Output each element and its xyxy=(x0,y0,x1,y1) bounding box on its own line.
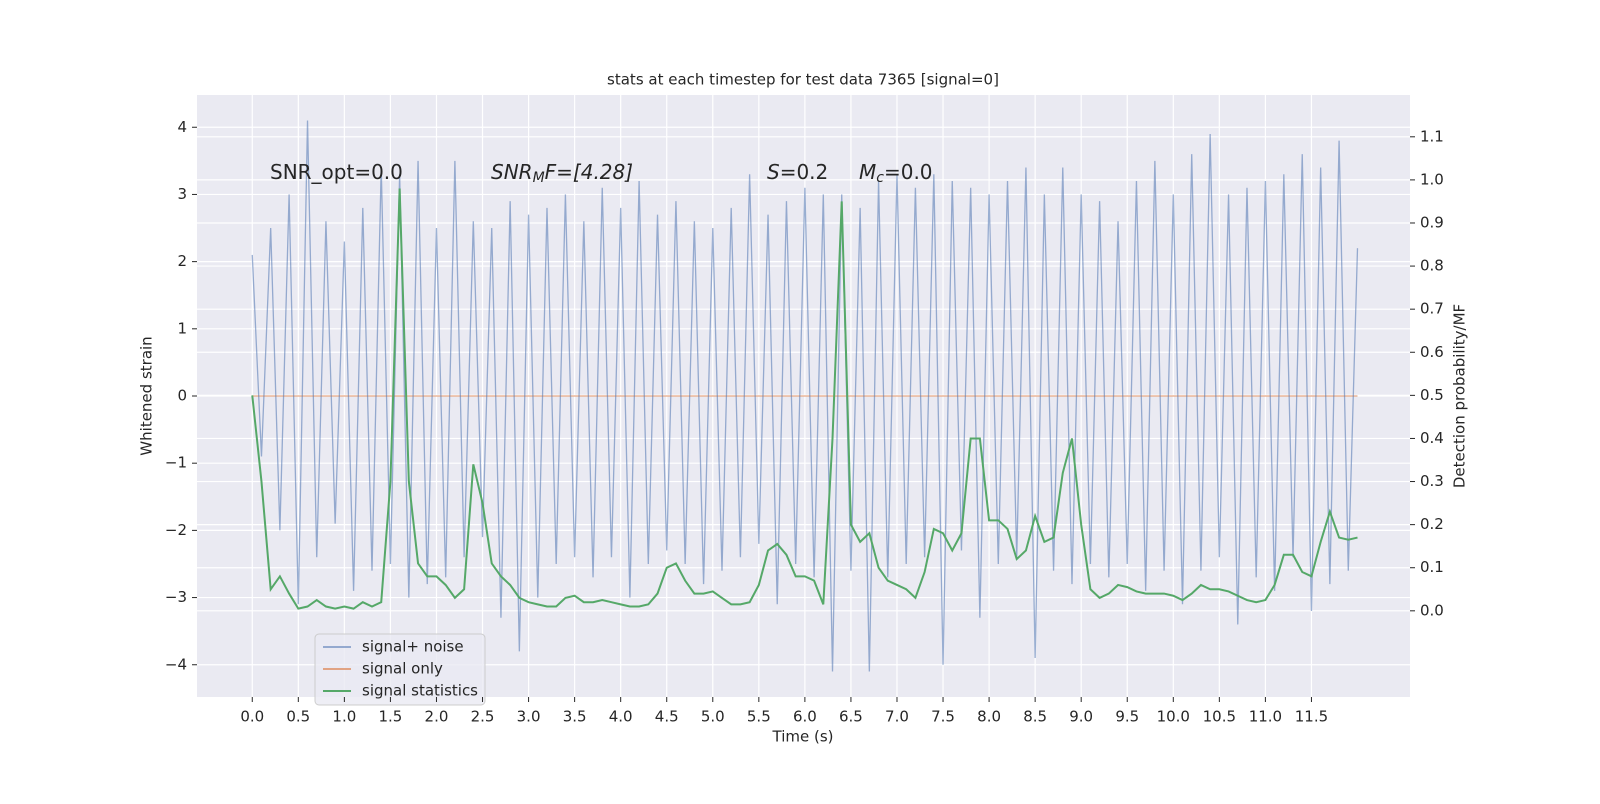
y2-tick-label: 0.9 xyxy=(1420,213,1444,231)
y-tick-label: 0 xyxy=(177,387,187,405)
series-line xyxy=(251,120,1359,672)
y2-tick-label: 0.5 xyxy=(1420,386,1444,404)
x-tick-label: 9.0 xyxy=(1069,708,1093,726)
x-tick-label: 6.5 xyxy=(839,708,863,726)
x-tick-label: 1.5 xyxy=(378,708,402,726)
y-tick-label: 1 xyxy=(177,319,187,337)
x-tick-label: 7.5 xyxy=(931,708,955,726)
x-tick-label: 5.5 xyxy=(747,708,771,726)
y2-tick-label: 0.4 xyxy=(1420,429,1444,447)
y-tick-label: 2 xyxy=(177,252,187,270)
y2-tick-label: 0.2 xyxy=(1420,515,1444,533)
x-tick-label: 5.0 xyxy=(701,708,725,726)
x-tick-label: 3.5 xyxy=(563,708,587,726)
y-tick-label: −4 xyxy=(165,655,187,673)
y2-tick-label: 0.3 xyxy=(1420,472,1444,490)
y2-tick-label: 0.0 xyxy=(1420,601,1444,619)
legend-label: signal only xyxy=(362,660,443,678)
x-axis-label: Time (s) xyxy=(772,728,834,746)
x-tick-label: 0.0 xyxy=(240,708,264,726)
x-tick-label: 8.5 xyxy=(1023,708,1047,726)
y-tick-label: −2 xyxy=(165,521,187,539)
x-tick-label: 3.0 xyxy=(517,708,541,726)
x-tick-label: 2.0 xyxy=(425,708,449,726)
annotation: SNR_opt=0.0 xyxy=(270,160,403,184)
x-tick-label: 4.5 xyxy=(655,708,679,726)
annotation: Mc=0.0 xyxy=(859,160,933,187)
x-tick-label: 2.5 xyxy=(471,708,495,726)
y2-tick-label: 1.0 xyxy=(1420,170,1444,188)
y-tick-label: 3 xyxy=(177,185,187,203)
x-tick-label: 6.0 xyxy=(793,708,817,726)
y2-tick-label: 0.7 xyxy=(1420,300,1444,318)
y2-tick-label: 0.6 xyxy=(1420,343,1444,361)
y2-tick-label: 1.1 xyxy=(1420,127,1444,145)
legend-label: signal statistics xyxy=(362,682,478,700)
x-tick-label: 1.0 xyxy=(332,708,356,726)
chart-title: stats at each timestep for test data 736… xyxy=(607,71,999,89)
x-tick-label: 10.0 xyxy=(1157,708,1190,726)
x-tick-label: 11.0 xyxy=(1249,708,1282,726)
x-tick-label: 10.5 xyxy=(1203,708,1236,726)
legend-box xyxy=(314,633,486,706)
y2-tick-label: 0.1 xyxy=(1420,558,1444,576)
x-tick-label: 7.0 xyxy=(885,708,909,726)
y2-tick-label: 0.8 xyxy=(1420,257,1444,275)
y-tick-label: −1 xyxy=(165,454,187,472)
x-tick-label: 9.5 xyxy=(1115,708,1139,726)
x-tick-label: 8.0 xyxy=(977,708,1001,726)
legend-label: signal+ noise xyxy=(362,638,464,656)
annotation: SNRMF=[4.28] xyxy=(491,160,633,187)
annotation: S=0.2 xyxy=(767,160,828,184)
x-tick-label: 0.5 xyxy=(286,708,310,726)
y-axis-label: Whitened strain xyxy=(138,336,156,455)
x-tick-label: 11.5 xyxy=(1295,708,1328,726)
x-tick-label: 4.0 xyxy=(609,708,633,726)
y2-axis-label: Detection probability/MF xyxy=(1451,304,1469,488)
y-tick-label: 4 xyxy=(177,118,187,136)
series-line xyxy=(251,188,1358,610)
y-tick-label: −3 xyxy=(165,588,187,606)
